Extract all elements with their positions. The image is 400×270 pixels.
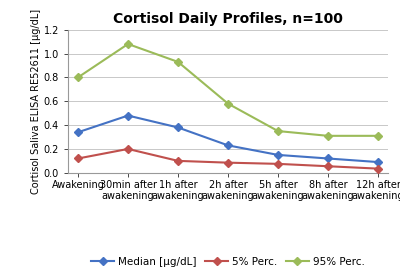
95% Perc. [276,129,280,133]
5% Perc. [126,147,130,151]
95% Perc. [326,134,330,137]
95% Perc. [126,42,130,46]
95% Perc. [76,76,80,79]
Median [µg/dL] [176,126,180,129]
Median [µg/dL] [226,144,230,147]
Legend: Median [µg/dL], 5% Perc., 95% Perc.: Median [µg/dL], 5% Perc., 95% Perc. [87,252,369,270]
Median [µg/dL] [326,157,330,160]
5% Perc. [226,161,230,164]
Median [µg/dL] [76,131,80,134]
95% Perc. [176,60,180,63]
5% Perc. [326,165,330,168]
95% Perc. [376,134,380,137]
Line: 5% Perc.: 5% Perc. [75,146,381,171]
95% Perc. [226,102,230,105]
5% Perc. [176,159,180,163]
Median [µg/dL] [376,160,380,164]
Line: Median [µg/dL]: Median [µg/dL] [75,113,381,165]
5% Perc. [376,167,380,170]
5% Perc. [276,162,280,166]
Median [µg/dL] [126,114,130,117]
Title: Cortisol Daily Profiles, n=100: Cortisol Daily Profiles, n=100 [113,12,343,26]
Median [µg/dL] [276,153,280,157]
5% Perc. [76,157,80,160]
Line: 95% Perc.: 95% Perc. [75,41,381,139]
Y-axis label: Cortisol Saliva ELISA RE52611 [µg/dL]: Cortisol Saliva ELISA RE52611 [µg/dL] [31,9,41,194]
